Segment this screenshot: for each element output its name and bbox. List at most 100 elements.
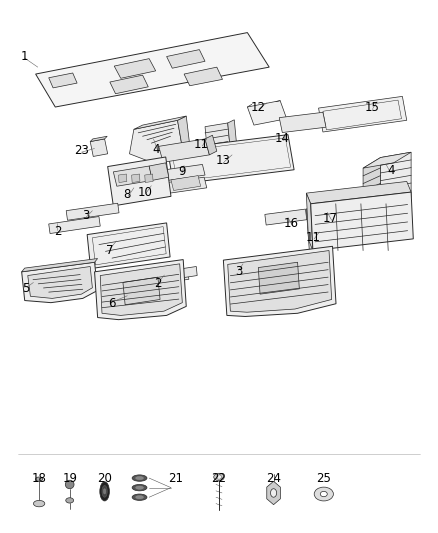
Polygon shape [306, 181, 411, 204]
Polygon shape [179, 266, 197, 278]
Ellipse shape [214, 473, 224, 481]
Text: 2: 2 [54, 225, 61, 238]
Text: 13: 13 [216, 154, 231, 167]
Polygon shape [110, 75, 148, 94]
Ellipse shape [132, 484, 147, 491]
Polygon shape [149, 163, 169, 180]
Text: 11: 11 [305, 231, 320, 244]
Polygon shape [113, 166, 152, 186]
Polygon shape [311, 192, 413, 251]
Text: 23: 23 [74, 144, 89, 157]
Text: 10: 10 [138, 185, 152, 199]
Text: 19: 19 [62, 472, 77, 484]
Polygon shape [123, 177, 207, 199]
Text: 3: 3 [235, 265, 242, 278]
Ellipse shape [66, 498, 74, 503]
Polygon shape [132, 174, 140, 182]
Polygon shape [21, 259, 98, 272]
Polygon shape [279, 112, 326, 133]
Text: 22: 22 [212, 472, 226, 484]
Ellipse shape [320, 491, 327, 497]
Polygon shape [21, 262, 98, 303]
Polygon shape [267, 481, 280, 505]
Polygon shape [230, 258, 264, 272]
Polygon shape [318, 96, 407, 132]
Polygon shape [306, 198, 327, 257]
Polygon shape [90, 136, 107, 142]
Polygon shape [228, 251, 332, 312]
Polygon shape [87, 223, 170, 269]
Ellipse shape [136, 496, 144, 499]
Polygon shape [90, 139, 108, 157]
Text: 8: 8 [124, 188, 131, 201]
Polygon shape [167, 135, 294, 184]
Polygon shape [49, 216, 100, 233]
Text: 11: 11 [194, 138, 209, 151]
Polygon shape [114, 59, 155, 78]
Polygon shape [123, 277, 160, 305]
Polygon shape [363, 152, 411, 168]
Text: 20: 20 [97, 472, 112, 484]
Polygon shape [152, 270, 189, 285]
Polygon shape [119, 174, 127, 182]
Ellipse shape [102, 486, 107, 497]
Polygon shape [35, 33, 269, 107]
Text: 18: 18 [32, 472, 46, 484]
Ellipse shape [136, 477, 144, 480]
Text: 7: 7 [106, 244, 113, 257]
Polygon shape [171, 175, 201, 190]
Polygon shape [130, 120, 182, 164]
Polygon shape [363, 158, 381, 214]
Text: 3: 3 [82, 209, 89, 222]
Text: 2: 2 [154, 277, 162, 290]
Polygon shape [258, 262, 299, 294]
Text: 14: 14 [275, 132, 290, 146]
Polygon shape [205, 135, 217, 155]
Ellipse shape [314, 487, 333, 501]
Polygon shape [265, 209, 307, 225]
Ellipse shape [132, 475, 147, 481]
Ellipse shape [136, 486, 144, 489]
Text: 17: 17 [323, 212, 338, 225]
Text: 15: 15 [364, 101, 379, 114]
Ellipse shape [100, 482, 110, 501]
Polygon shape [228, 120, 238, 160]
Text: 5: 5 [22, 282, 30, 295]
Text: 16: 16 [283, 217, 299, 230]
Polygon shape [247, 101, 287, 125]
Ellipse shape [271, 489, 277, 497]
Ellipse shape [103, 489, 106, 494]
Text: 4: 4 [388, 164, 395, 177]
Polygon shape [134, 116, 186, 130]
Ellipse shape [35, 477, 42, 481]
Polygon shape [108, 157, 171, 206]
Polygon shape [49, 73, 77, 88]
Polygon shape [223, 246, 336, 317]
Polygon shape [177, 116, 189, 146]
Polygon shape [324, 193, 353, 247]
Text: 21: 21 [168, 472, 183, 484]
Text: 1: 1 [21, 50, 28, 63]
Text: 12: 12 [251, 101, 266, 114]
Ellipse shape [216, 475, 222, 479]
Polygon shape [145, 174, 153, 182]
Polygon shape [159, 139, 209, 163]
Polygon shape [100, 264, 182, 316]
Polygon shape [121, 165, 205, 187]
Ellipse shape [33, 500, 45, 507]
Polygon shape [28, 266, 92, 298]
Polygon shape [205, 123, 231, 164]
Text: 4: 4 [152, 143, 159, 156]
Polygon shape [306, 193, 313, 251]
Text: 9: 9 [178, 165, 186, 179]
Polygon shape [66, 203, 119, 220]
Polygon shape [166, 50, 205, 68]
Text: 6: 6 [108, 297, 116, 310]
Text: 25: 25 [316, 472, 331, 484]
Polygon shape [95, 260, 186, 320]
Polygon shape [381, 152, 411, 204]
Ellipse shape [132, 494, 147, 500]
Text: 24: 24 [266, 472, 281, 484]
Ellipse shape [65, 480, 74, 489]
Polygon shape [184, 67, 223, 86]
